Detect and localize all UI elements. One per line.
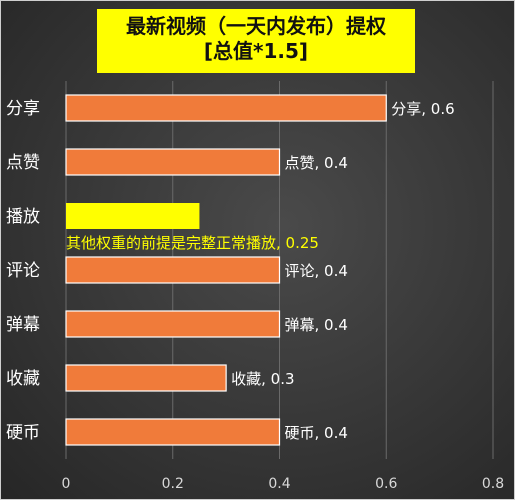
chart-subtitle: [总值*1.5] <box>203 39 309 63</box>
data-label: 评论, 0.4 <box>285 262 348 280</box>
data-label: 分享, 0.6 <box>391 100 454 118</box>
category-label: 点赞 <box>6 153 40 173</box>
category-label: 收藏 <box>6 369 40 389</box>
x-tick-label: 0.6 <box>375 476 397 492</box>
x-tick-label: 0.8 <box>482 476 504 492</box>
data-label: 收藏, 0.3 <box>231 370 294 388</box>
data-label: 其他权重的前提是完整正常播放, 0.25 <box>66 234 319 252</box>
bar <box>65 310 281 338</box>
data-label: 弹幕, 0.4 <box>285 316 348 334</box>
bar <box>65 94 387 122</box>
category-label: 弹幕 <box>6 315 40 335</box>
bar <box>65 256 281 284</box>
bar <box>65 418 281 446</box>
x-tick-label: 0.2 <box>162 476 184 492</box>
bar <box>66 203 200 229</box>
chart-title-box: 最新视频（一天内发布）提权 [总值*1.5] <box>97 9 415 73</box>
bar <box>65 364 227 392</box>
category-label: 分享 <box>6 99 40 119</box>
x-tick-label: 0 <box>62 476 71 492</box>
data-label: 硬币, 0.4 <box>285 424 348 442</box>
bar <box>65 148 281 176</box>
category-label: 评论 <box>6 261 40 281</box>
data-label: 点赞, 0.4 <box>285 154 348 172</box>
x-tick-label: 0.4 <box>268 476 290 492</box>
chart-title: 最新视频（一天内发布）提权 <box>126 14 386 38</box>
category-label: 硬币 <box>6 423 40 443</box>
category-label: 播放 <box>6 207 40 227</box>
